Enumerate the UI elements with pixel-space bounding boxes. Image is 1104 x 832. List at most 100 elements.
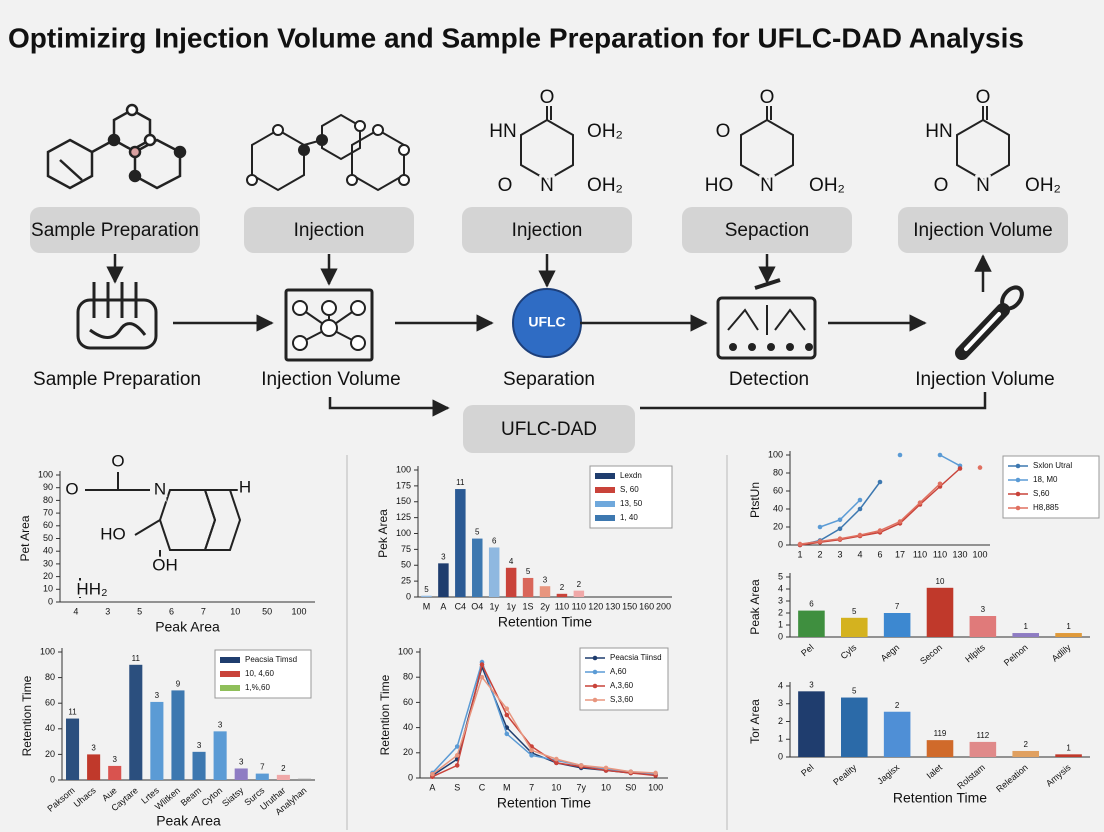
- bar-label: 112: [976, 731, 989, 740]
- legend-label: 10, 4,60: [245, 669, 274, 678]
- point: [837, 517, 843, 523]
- step-label: Injection Volume: [915, 369, 1054, 390]
- icon-sample-prep: [76, 282, 158, 350]
- x-tick-label: 200: [656, 601, 671, 611]
- y-tick-label: 4: [778, 680, 783, 690]
- point: [857, 506, 863, 512]
- x-tick-label: 130: [952, 549, 967, 559]
- y-tick-label: 150: [396, 496, 411, 506]
- point: [430, 771, 435, 777]
- bar-label: 1: [1023, 622, 1028, 631]
- legend-swatch: [592, 683, 598, 689]
- point: [817, 524, 823, 530]
- y-tick-label: 125: [396, 512, 411, 522]
- step-pill-label: Sepaction: [725, 220, 810, 241]
- point: [578, 763, 584, 768]
- y-tick-label: 90: [43, 482, 53, 492]
- y-tick-label: 60: [43, 520, 53, 530]
- molecule-figure: [79, 472, 242, 598]
- bar-label: 2: [577, 580, 582, 589]
- x-tick-label: 6: [877, 549, 882, 559]
- bar-label: 9: [176, 680, 181, 689]
- hub-pill: [463, 405, 635, 453]
- legend-label: 1, 40: [620, 513, 638, 522]
- x-tick-label: 120: [588, 601, 603, 611]
- x-tick-label: 3: [837, 549, 842, 559]
- icon-detection: [716, 278, 817, 360]
- point: [877, 528, 883, 533]
- bar-label: 11: [132, 654, 141, 663]
- bar-label: 3: [981, 605, 986, 614]
- y-tick-label: 100: [398, 646, 413, 656]
- y-tick-label: 70: [43, 507, 53, 517]
- bar-label: 4: [509, 557, 514, 566]
- bar-label: 3: [112, 755, 117, 764]
- y-tick-label: 3: [778, 595, 783, 605]
- bar: [1055, 633, 1082, 637]
- y-tick-label: 50: [43, 533, 53, 543]
- point: [957, 466, 963, 471]
- x-tick-label: 10: [230, 606, 240, 616]
- bar-label: 6: [809, 600, 814, 609]
- bar-label: 7: [260, 763, 265, 772]
- x-tick-label: 5: [137, 606, 142, 616]
- legend-swatch: [592, 655, 598, 661]
- point: [479, 674, 485, 680]
- x-tick-label: M: [423, 601, 431, 611]
- atom-label: OH: [152, 555, 178, 574]
- y-tick-label: 20: [45, 749, 55, 759]
- step-pill: [30, 207, 200, 253]
- x-tick-label: 100: [648, 782, 663, 792]
- atom-label: O: [976, 87, 991, 108]
- molecule-sample: [46, 103, 187, 190]
- bar: [969, 616, 997, 637]
- y-tick-label: 100: [396, 528, 411, 538]
- point: [817, 539, 823, 544]
- legend-label: S,60: [1033, 489, 1050, 498]
- y-axis-label: Tor Area: [748, 699, 762, 744]
- legend-swatch: [1015, 491, 1021, 497]
- point: [529, 753, 534, 758]
- icon-label: UFLC: [528, 314, 565, 330]
- legend-label: Sxlon Utral: [1033, 461, 1072, 470]
- y-tick-label: 2: [778, 716, 783, 726]
- x-tick-label: 1y: [489, 601, 499, 611]
- atom-label: O: [111, 451, 124, 470]
- y-axis-label: Peak Area: [748, 579, 762, 635]
- step-pill: [682, 207, 852, 253]
- atom-label: OH₂: [587, 175, 623, 196]
- y-tick-label: 100: [768, 449, 783, 459]
- y-tick-label: 80: [45, 672, 55, 682]
- y-tick-label: 40: [45, 723, 55, 733]
- legend-swatch: [220, 671, 240, 677]
- bar: [798, 691, 825, 757]
- y-tick-label: 0: [48, 596, 53, 606]
- bar: [213, 731, 227, 780]
- molecule-ring: [740, 118, 794, 182]
- flow-arrows: [106, 254, 992, 417]
- bar: [883, 711, 911, 757]
- point: [897, 519, 903, 524]
- bar-label: 10: [936, 577, 945, 586]
- atom-label: O: [716, 121, 731, 142]
- bar: [883, 613, 911, 637]
- legend-swatch: [1015, 505, 1021, 511]
- bar: [87, 754, 101, 780]
- legend-label: S, 60: [620, 485, 639, 494]
- point: [554, 756, 559, 762]
- bar: [150, 701, 164, 780]
- bar: [522, 577, 534, 597]
- page-title: Optimizirg Injection Volume and Sample P…: [8, 22, 1024, 53]
- bar: [472, 538, 483, 597]
- atom-label: O: [65, 479, 78, 498]
- y-tick-label: 80: [43, 495, 53, 505]
- legend-label: 1,%,60: [245, 683, 270, 692]
- step-label: Injection Volume: [261, 369, 400, 390]
- bar: [171, 690, 185, 780]
- x-tick-label: O4: [471, 601, 483, 611]
- atom-label: O: [540, 87, 555, 108]
- x-tick-label: 2: [817, 549, 822, 559]
- icon-injection-volume: [284, 288, 374, 362]
- molecule-ring: [520, 118, 574, 182]
